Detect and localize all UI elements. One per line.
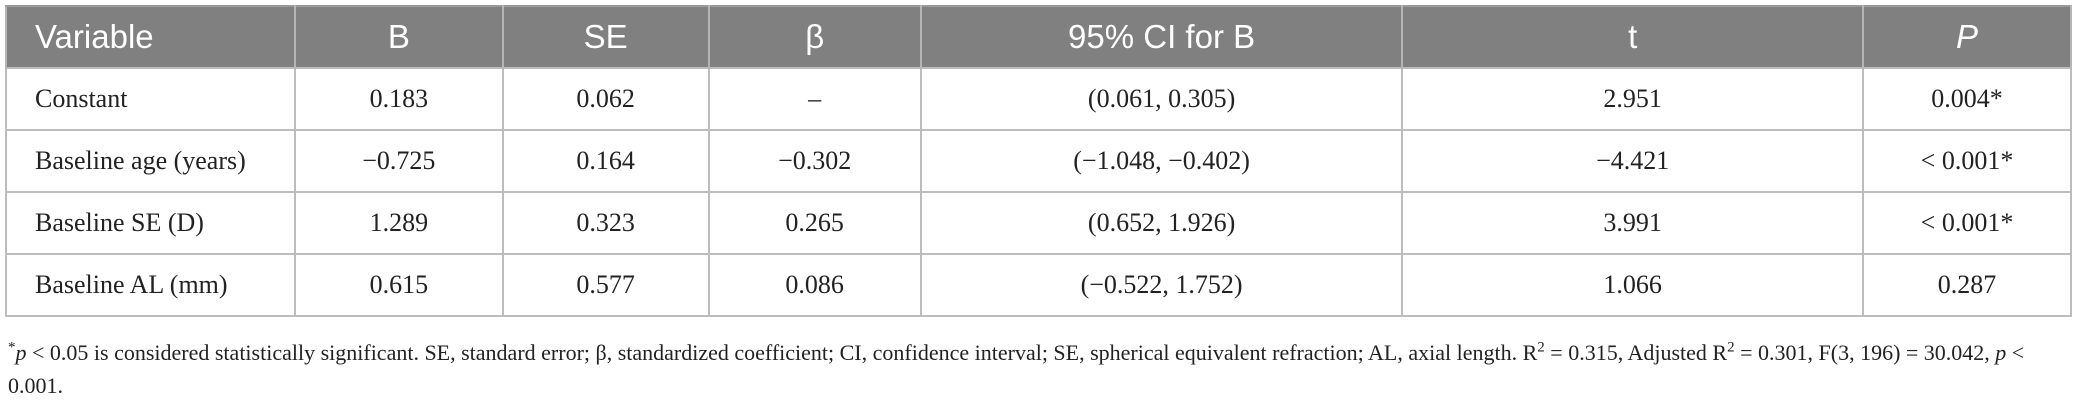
table-row: Baseline age (years) −0.725 0.164 −0.302… bbox=[5, 129, 2072, 193]
footnote-p-symbol-2: p bbox=[1995, 340, 2007, 365]
cell-variable: Baseline AL (mm) bbox=[5, 253, 296, 317]
header-t: t bbox=[1401, 5, 1865, 68]
cell-se: 0.323 bbox=[501, 191, 710, 255]
cell-t: 3.991 bbox=[1401, 191, 1865, 255]
cell-ci: (0.061, 0.305) bbox=[919, 67, 1404, 131]
cell-p: 0.004* bbox=[1862, 67, 2072, 131]
cell-t: 2.951 bbox=[1401, 67, 1865, 131]
footnote-text-2: = 0.315, Adjusted R bbox=[1544, 340, 1728, 365]
cell-t: 1.066 bbox=[1401, 253, 1865, 317]
cell-p: 0.287 bbox=[1862, 253, 2072, 317]
cell-variable: Baseline SE (D) bbox=[5, 191, 296, 255]
cell-b: 1.289 bbox=[293, 191, 504, 255]
cell-se: 0.577 bbox=[501, 253, 710, 317]
table-row: Constant 0.183 0.062 – (0.061, 0.305) 2.… bbox=[5, 67, 2072, 131]
cell-p: < 0.001* bbox=[1862, 191, 2072, 255]
regression-table: Variable B SE β 95% CI for B t P Constan… bbox=[5, 5, 2072, 317]
footnote-text-4: < 0.001. bbox=[8, 340, 2025, 398]
header-variable: Variable bbox=[5, 5, 296, 68]
header-p-label: P bbox=[1956, 18, 1979, 55]
cell-se: 0.164 bbox=[501, 129, 710, 193]
cell-b: 0.183 bbox=[293, 67, 504, 131]
footnote-text-3: = 0.301, F(3, 196) = 30.042, bbox=[1734, 340, 1996, 365]
cell-t: −4.421 bbox=[1401, 129, 1865, 193]
regression-table-container: Variable B SE β 95% CI for B t P Constan… bbox=[5, 5, 2072, 317]
header-ci: 95% CI for B bbox=[919, 5, 1404, 68]
cell-beta: 0.265 bbox=[707, 191, 922, 255]
table-footnote: *p < 0.05 is considered statistically si… bbox=[8, 336, 2068, 402]
footnote-text-1: < 0.05 is considered statistically signi… bbox=[26, 340, 1538, 365]
footnote-sup-1: 2 bbox=[1537, 339, 1545, 356]
cell-p: < 0.001* bbox=[1862, 129, 2072, 193]
cell-ci: (−1.048, −0.402) bbox=[919, 129, 1404, 193]
cell-b: −0.725 bbox=[293, 129, 504, 193]
footnote-star: * bbox=[8, 339, 16, 356]
table-header-row: Variable B SE β 95% CI for B t P bbox=[5, 5, 2072, 68]
cell-ci: (−0.522, 1.752) bbox=[919, 253, 1404, 317]
cell-beta: 0.086 bbox=[707, 253, 922, 317]
table-row: Baseline SE (D) 1.289 0.323 0.265 (0.652… bbox=[5, 191, 2072, 255]
cell-variable: Constant bbox=[5, 67, 296, 131]
cell-variable: Baseline age (years) bbox=[5, 129, 296, 193]
footnote-p-symbol: p bbox=[15, 340, 27, 365]
cell-beta: – bbox=[707, 67, 922, 131]
table-row: Baseline AL (mm) 0.615 0.577 0.086 (−0.5… bbox=[5, 253, 2072, 317]
header-b: B bbox=[293, 5, 504, 68]
cell-b: 0.615 bbox=[293, 253, 504, 317]
header-se: SE bbox=[501, 5, 710, 68]
header-beta: β bbox=[707, 5, 922, 68]
cell-beta: −0.302 bbox=[707, 129, 922, 193]
cell-ci: (0.652, 1.926) bbox=[919, 191, 1404, 255]
footnote-sup-2: 2 bbox=[1727, 339, 1735, 356]
cell-se: 0.062 bbox=[501, 67, 710, 131]
header-p: P bbox=[1862, 5, 2072, 68]
